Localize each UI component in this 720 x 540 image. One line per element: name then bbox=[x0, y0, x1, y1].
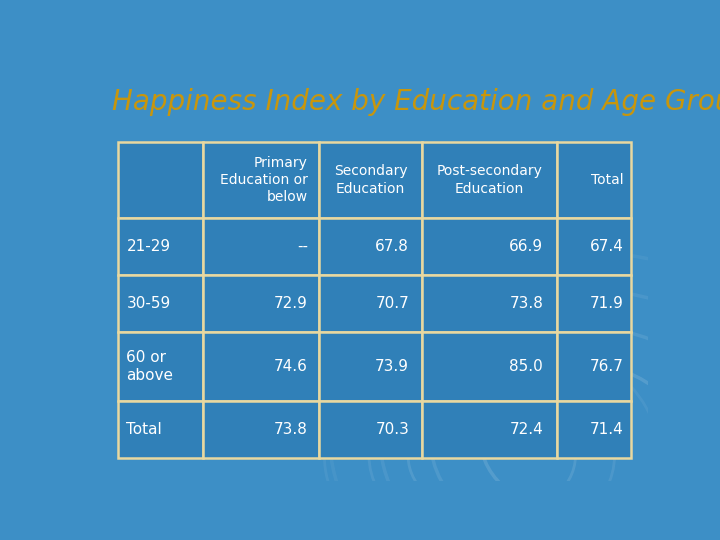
Bar bbox=[204, 401, 320, 458]
Text: Post-secondary
Education: Post-secondary Education bbox=[436, 165, 542, 195]
Text: Secondary
Education: Secondary Education bbox=[333, 165, 408, 195]
Text: 30-59: 30-59 bbox=[127, 296, 171, 311]
Text: 71.4: 71.4 bbox=[590, 422, 624, 437]
Text: 60 or
above: 60 or above bbox=[127, 349, 174, 383]
Bar bbox=[320, 141, 421, 219]
Text: 67.8: 67.8 bbox=[375, 239, 409, 254]
Bar bbox=[320, 401, 421, 458]
Text: 71.9: 71.9 bbox=[590, 296, 624, 311]
Bar bbox=[204, 219, 320, 275]
Bar bbox=[204, 141, 320, 219]
Bar bbox=[421, 332, 557, 401]
Bar bbox=[557, 275, 631, 332]
Text: 21-29: 21-29 bbox=[127, 239, 171, 254]
Bar bbox=[118, 401, 204, 458]
Bar bbox=[320, 332, 421, 401]
Bar bbox=[204, 332, 320, 401]
Text: 85.0: 85.0 bbox=[510, 359, 543, 374]
Text: 66.9: 66.9 bbox=[509, 239, 543, 254]
Text: 73.8: 73.8 bbox=[509, 296, 543, 311]
Bar bbox=[557, 401, 631, 458]
Text: 74.6: 74.6 bbox=[274, 359, 307, 374]
Bar bbox=[557, 141, 631, 219]
Text: Happiness Index by Education and Age Groups: Happiness Index by Education and Age Gro… bbox=[112, 87, 720, 116]
Bar bbox=[204, 275, 320, 332]
Text: 73.9: 73.9 bbox=[375, 359, 409, 374]
Bar bbox=[118, 141, 204, 219]
Bar bbox=[421, 275, 557, 332]
Bar bbox=[557, 219, 631, 275]
Bar bbox=[118, 332, 204, 401]
Bar bbox=[421, 401, 557, 458]
Bar bbox=[557, 332, 631, 401]
Text: --: -- bbox=[297, 239, 307, 254]
Text: 72.9: 72.9 bbox=[274, 296, 307, 311]
Bar bbox=[421, 141, 557, 219]
Bar bbox=[118, 275, 204, 332]
Text: 76.7: 76.7 bbox=[590, 359, 624, 374]
Text: Total: Total bbox=[127, 422, 162, 437]
Bar bbox=[118, 219, 204, 275]
Text: 70.3: 70.3 bbox=[375, 422, 409, 437]
Bar bbox=[421, 219, 557, 275]
Bar bbox=[320, 275, 421, 332]
Text: 70.7: 70.7 bbox=[376, 296, 409, 311]
Bar bbox=[320, 219, 421, 275]
Text: Primary
Education or
below: Primary Education or below bbox=[220, 156, 307, 204]
Text: 67.4: 67.4 bbox=[590, 239, 624, 254]
Text: 72.4: 72.4 bbox=[510, 422, 543, 437]
Text: Total: Total bbox=[591, 173, 624, 187]
Text: 73.8: 73.8 bbox=[274, 422, 307, 437]
